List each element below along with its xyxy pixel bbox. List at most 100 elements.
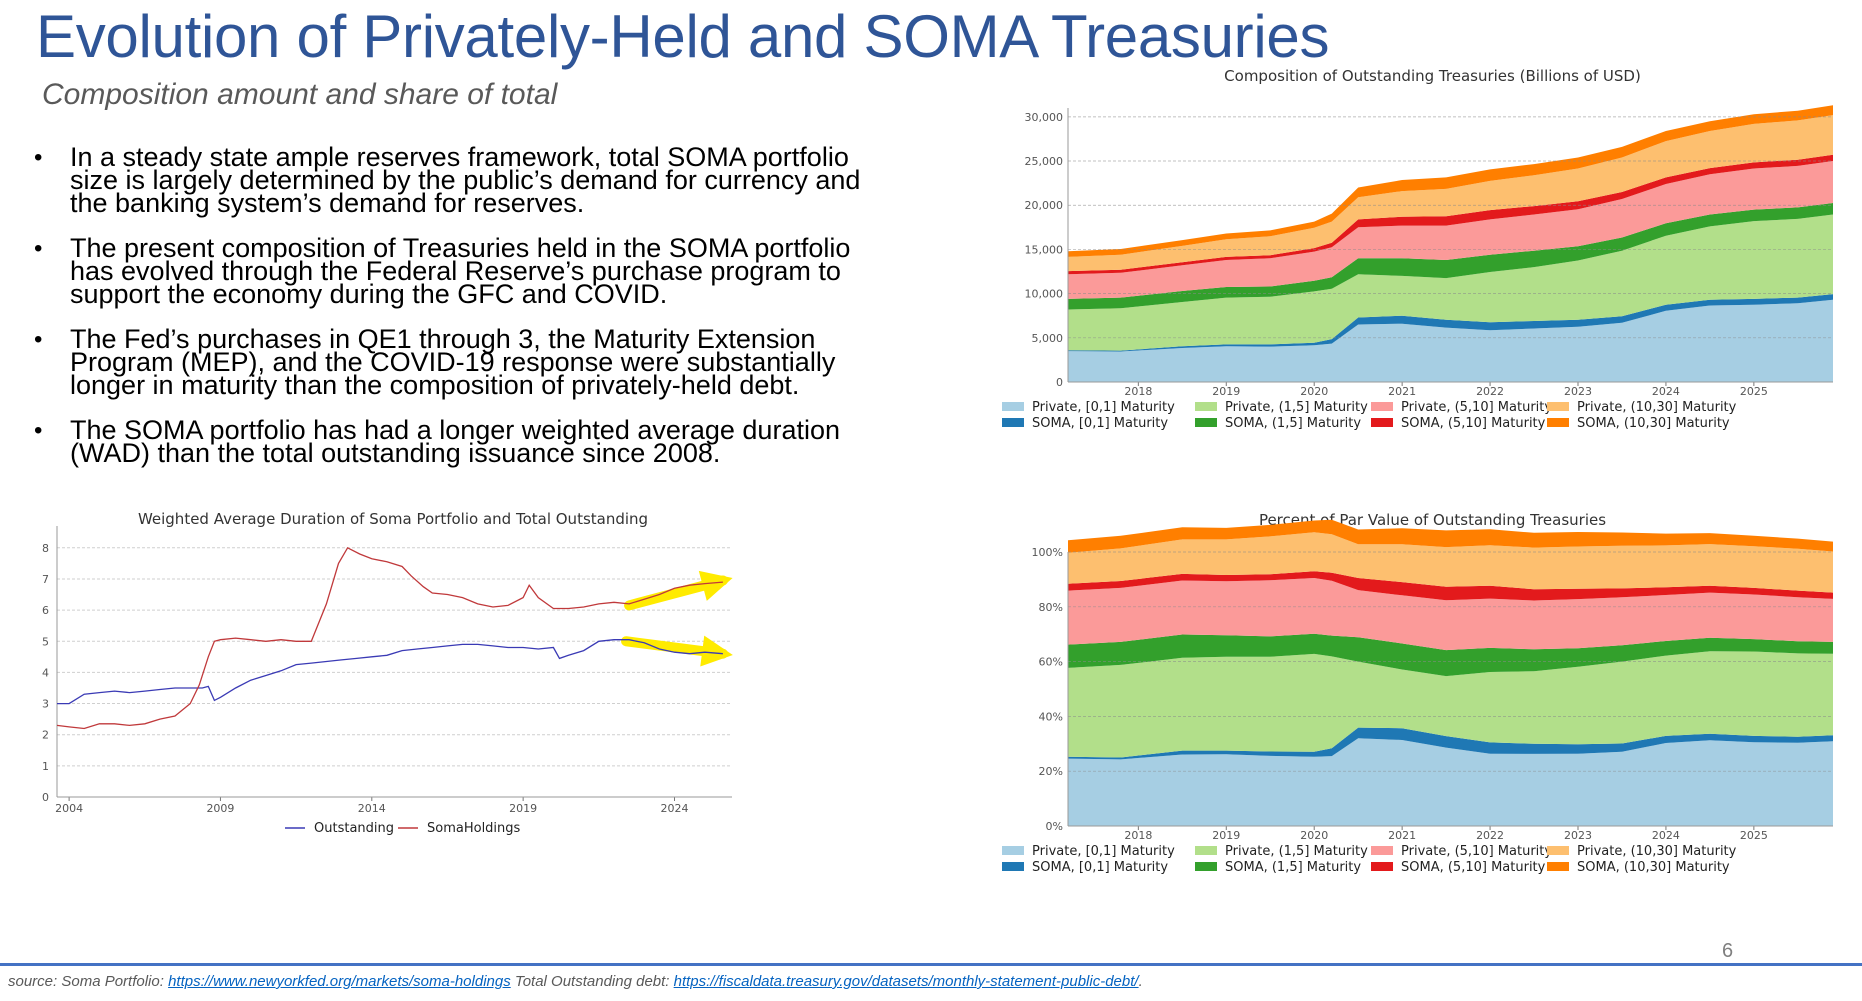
percent-area-soma-1-5: [1068, 633, 1833, 677]
percent-area-soma-0-1: [1068, 727, 1833, 760]
wad-x-tick-label: 2019: [509, 802, 537, 815]
composition-area-soma-10-30: [1068, 105, 1833, 257]
public-debt-link[interactable]: https://fiscaldata.treasury.gov/datasets…: [673, 973, 1139, 990]
wad-plot-area: [57, 526, 732, 797]
wad-y-tick-label: 6: [42, 604, 49, 617]
percent-legend-swatch: [1002, 862, 1024, 871]
percent-area-soma-5-10: [1068, 571, 1833, 601]
wad-y-tick-label: 8: [42, 542, 49, 555]
percent-y-tick-label: 80%: [1039, 601, 1063, 614]
percent-legend-swatch: [1371, 862, 1393, 871]
composition-legend-label: SOMA, (5,10] Maturity: [1401, 416, 1546, 431]
percent-x-tick-label: 2022: [1476, 829, 1504, 842]
percent-y-tick-label: 60%: [1039, 656, 1063, 669]
composition-area-private-1-5: [1068, 214, 1833, 351]
percent-legend-label: SOMA, (10,30] Maturity: [1577, 860, 1730, 875]
soma-holdings-link[interactable]: https://www.newyorkfed.org/markets/soma-…: [168, 973, 511, 990]
wad-y-tick-label: 1: [42, 760, 49, 773]
percent-x-tick-label: 2019: [1212, 829, 1240, 842]
composition-y-tick-label: 25,000: [1025, 155, 1064, 168]
percent-legend-swatch: [1195, 846, 1217, 855]
percent-area-private-10-30: [1068, 532, 1833, 593]
percent-y-tick-label: 40%: [1039, 710, 1063, 723]
composition-legend-swatch: [1371, 418, 1393, 427]
composition-chart-svg: Composition of Outstanding Treasuries (B…: [1002, 67, 1833, 431]
wad-chart-title: Weighted Average Duration of Soma Portfo…: [138, 510, 648, 528]
percent-legend-swatch: [1547, 862, 1569, 871]
composition-y-tick-label: 5,000: [1032, 332, 1064, 345]
wad-x-tick-label: 2014: [358, 802, 386, 815]
percent-y-tick-label: 0%: [1046, 820, 1063, 833]
percent-x-tick-label: 2018: [1124, 829, 1152, 842]
composition-area-private-5-10: [1068, 161, 1833, 299]
wad-plot-group: 0 1 2 3 4 5 6 7 8 2004 2009 2014 2019 2024 Outstanding…: [42, 526, 733, 836]
composition-legend-swatch: [1002, 418, 1024, 427]
percent-chart: Percent of Par Value of Outstanding Trea…: [990, 511, 1850, 962]
composition-area-soma-1-5: [1068, 203, 1833, 310]
composition-legend-label: SOMA, [0,1] Maturity: [1032, 416, 1168, 431]
percent-chart-title: Percent of Par Value of Outstanding Trea…: [1259, 511, 1606, 529]
percent-y-tick-label: 100%: [1032, 546, 1063, 559]
wad-y-tick-label: 3: [42, 698, 49, 711]
composition-x-tick-label: 2018: [1124, 385, 1152, 398]
composition-y-tick-label: 10,000: [1025, 288, 1064, 301]
wad-y-tick-label: 5: [42, 635, 49, 648]
percent-legend-swatch: [1195, 862, 1217, 871]
footer-divider: [0, 963, 1862, 966]
percent-x-tick-label: 2025: [1740, 829, 1768, 842]
wad-y-tick-label: 7: [42, 573, 49, 586]
percent-x-tick-label: 2021: [1388, 829, 1416, 842]
percent-area-private-0-1: [1068, 738, 1833, 826]
footer-suffix: .: [1138, 973, 1143, 990]
composition-chart: Composition of Outstanding Treasuries (B…: [990, 67, 1850, 518]
percent-legend-label: SOMA, [0,1] Maturity: [1032, 860, 1168, 875]
composition-legend-swatch: [1195, 402, 1217, 411]
percent-legend-label: Private, (1,5] Maturity: [1225, 844, 1368, 859]
percent-legend-label: SOMA, (1,5] Maturity: [1225, 860, 1361, 875]
composition-y-tick-label: 30,000: [1025, 111, 1064, 124]
wad-chart-svg: 0 1 2 3 4 5 6 7 8 2004 2009 2014 2019 2024 Outstanding…: [42, 510, 733, 836]
composition-legend-label: Private, [0,1] Maturity: [1032, 400, 1175, 415]
composition-legend-label: Private, (1,5] Maturity: [1225, 400, 1368, 415]
percent-chart-svg: Percent of Par Value of Outstanding Trea…: [1002, 511, 1833, 875]
percent-x-tick-label: 2024: [1652, 829, 1680, 842]
percent-legend-swatch: [1547, 846, 1569, 855]
slide-subtitle: Composition amount and share of total: [42, 78, 558, 111]
bullet-item: The SOMA portfolio has had a longer weig…: [34, 417, 894, 467]
percent-legend-label: Private, (10,30] Maturity: [1577, 844, 1737, 859]
wad-legend-label: Outstanding: [314, 821, 394, 836]
percent-legend-label: Private, (5,10] Maturity: [1401, 844, 1552, 859]
percent-legend-swatch: [1371, 846, 1393, 855]
composition-legend-swatch: [1002, 402, 1024, 411]
soma-highlight-arrow-head: [698, 570, 733, 601]
composition-area-soma-0-1: [1068, 294, 1833, 352]
composition-y-tick-label: 0: [1056, 376, 1063, 389]
composition-x-tick-label: 2023: [1564, 385, 1592, 398]
wad-x-tick-label: 2004: [55, 802, 83, 815]
wad-y-tick-label: 4: [42, 666, 49, 679]
composition-legend-swatch: [1195, 418, 1217, 427]
percent-area-private-5-10: [1068, 578, 1833, 651]
bullet-item: The present composition of Treasuries he…: [34, 235, 894, 308]
wad-chart: 0 1 2 3 4 5 6 7 8 2004 2009 2014 2019 2024 Outstanding…: [20, 510, 910, 960]
percent-x-tick-label: 2023: [1564, 829, 1592, 842]
footer-middle-text: Total Outstanding debt:: [510, 973, 674, 990]
composition-legend-label: SOMA, (10,30] Maturity: [1577, 416, 1730, 431]
composition-y-tick-label: 15,000: [1025, 243, 1064, 256]
percent-area-private-1-5: [1068, 651, 1833, 758]
bullet-list: In a steady state ample reserves framewo…: [34, 144, 894, 487]
wad-y-tick-label: 2: [42, 729, 49, 742]
composition-legend-label: Private, (10,30] Maturity: [1577, 400, 1737, 415]
composition-legend-label: Private, (5,10] Maturity: [1401, 400, 1552, 415]
percent-x-tick-label: 2020: [1300, 829, 1328, 842]
percent-y-tick-label: 20%: [1039, 765, 1063, 778]
composition-legend-swatch: [1371, 402, 1393, 411]
composition-x-tick-label: 2020: [1300, 385, 1328, 398]
wad-x-tick-label: 2024: [660, 802, 688, 815]
composition-area-soma-5-10: [1068, 154, 1833, 275]
composition-legend-label: SOMA, (1,5] Maturity: [1225, 416, 1361, 431]
composition-legend-swatch: [1547, 418, 1569, 427]
page-number: 6: [1722, 940, 1734, 962]
outstanding-highlight-arrow-head: [700, 635, 733, 667]
wad-y-tick-label: 0: [42, 791, 49, 804]
